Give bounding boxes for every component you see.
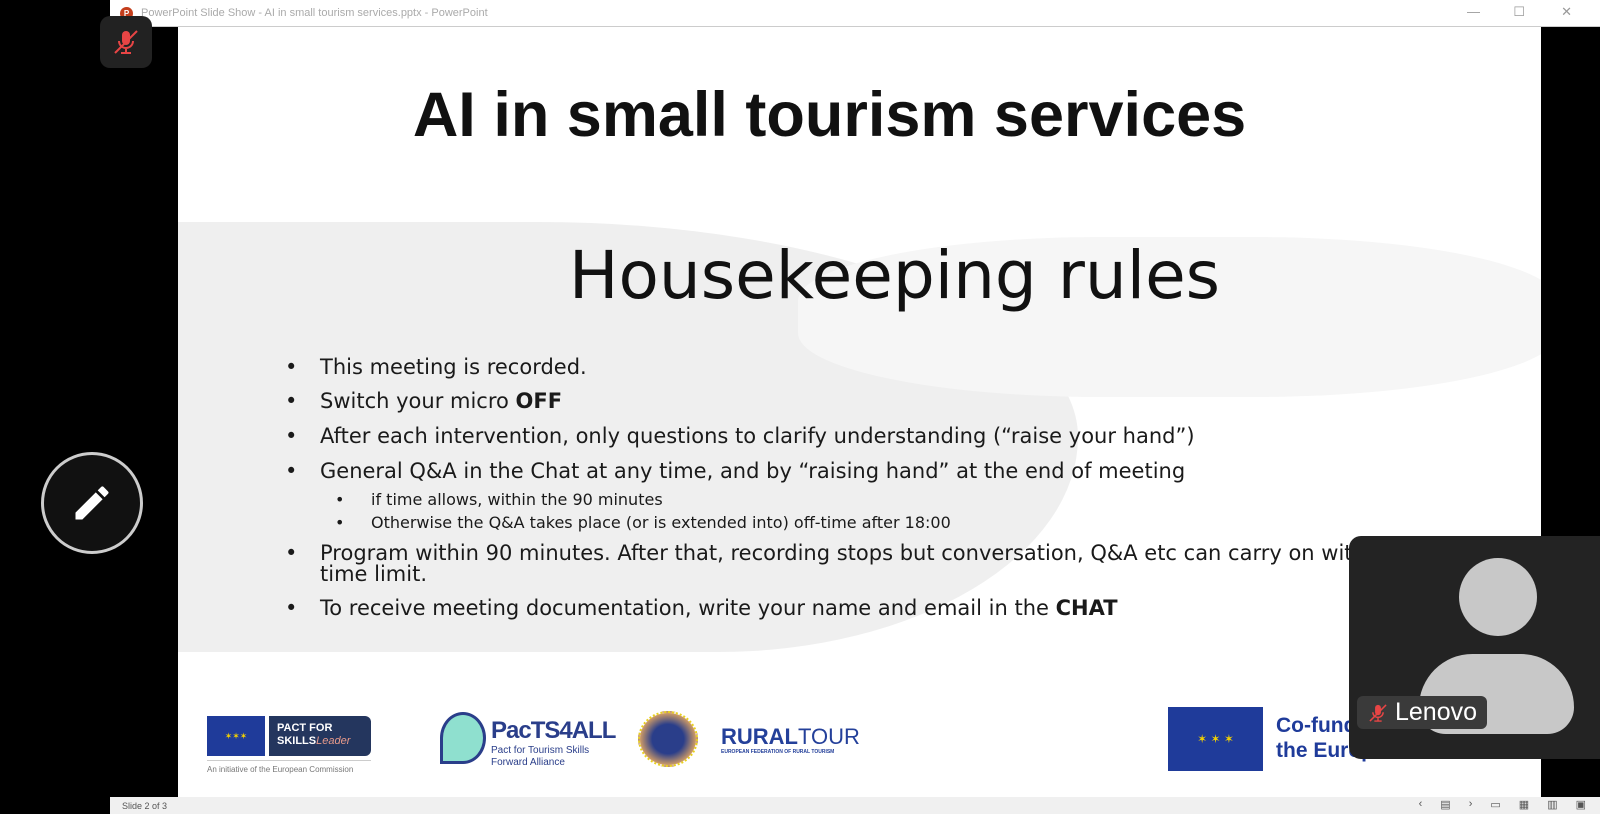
slide-title: AI in small tourism services: [412, 80, 1247, 150]
window-title: PowerPoint Slide Show - AI in small tour…: [141, 7, 488, 19]
slide-menu-icon[interactable]: ▤: [1440, 799, 1451, 811]
europe-map-icon: [638, 711, 698, 767]
mic-off-icon: [1369, 703, 1387, 722]
next-slide-button[interactable]: ›: [1468, 798, 1473, 810]
slide-subtitle: Housekeeping rules: [568, 237, 1221, 314]
brush-background: [798, 237, 1541, 397]
slide-sorter-icon[interactable]: ▦: [1518, 799, 1530, 811]
partner-logos: ✶✶✶ PACT FOR SKILLSLeader An initiative o…: [178, 707, 1541, 797]
eu-flag-icon: ✶✶✶: [207, 716, 265, 756]
annotate-pen-button[interactable]: [41, 452, 143, 554]
participant-name-label: Lenovo: [1357, 696, 1488, 729]
slide-counter: Slide 2 of 3: [122, 800, 168, 811]
close-button[interactable]: ✕: [1561, 4, 1572, 19]
previous-slide-button[interactable]: ‹: [1418, 798, 1423, 810]
minimize-button[interactable]: —: [1467, 4, 1480, 19]
normal-view-icon[interactable]: ▭: [1490, 799, 1501, 811]
window-titlebar: P PowerPoint Slide Show - AI in small to…: [110, 0, 1600, 27]
pencil-icon: [75, 486, 109, 520]
slideshow-icon[interactable]: ▣: [1575, 799, 1586, 811]
status-bar: Slide 2 of 3 ‹ ▤ › ▭ ▦ ▥ ▣: [110, 797, 1600, 814]
mic-off-icon: [114, 30, 138, 54]
avatar-head: [1459, 558, 1537, 636]
participant-video-tile[interactable]: Lenovo: [1349, 536, 1600, 759]
reading-view-icon[interactable]: ▥: [1547, 799, 1558, 811]
eu-flag-icon: ✶ ✶ ✶: [1168, 707, 1263, 771]
mute-toggle-button[interactable]: [100, 16, 152, 68]
maximize-button[interactable]: ☐: [1513, 4, 1525, 19]
slide: AI in small tourism services Housekeepin…: [178, 27, 1541, 797]
map-pin-icon: [440, 712, 486, 764]
